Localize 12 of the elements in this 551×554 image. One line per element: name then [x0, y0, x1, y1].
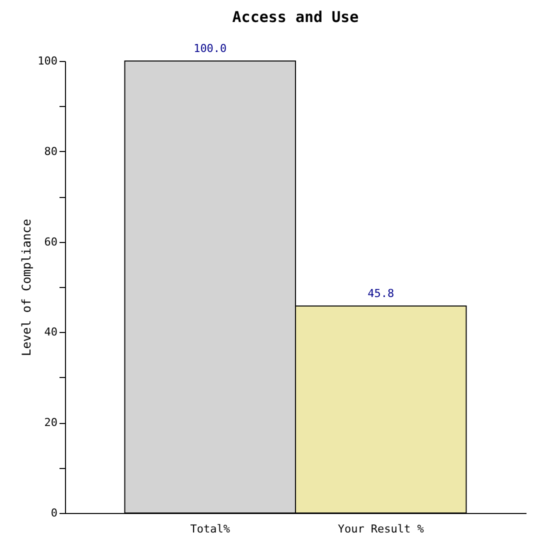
x-tick-label: Your Result % [338, 522, 424, 536]
y-tick-label: 100 [38, 54, 58, 68]
y-tick-label: 60 [44, 235, 58, 248]
data-label: 100.0 [194, 42, 227, 55]
x-tick-label: Total% [190, 522, 230, 536]
chart-title: Access and Use [232, 8, 359, 26]
y-tick-label: 0 [50, 506, 58, 520]
y-tick-label: 20 [44, 416, 58, 430]
y-tick-label: 80 [44, 144, 58, 158]
y-axis-title: Level of Compliance [20, 218, 34, 356]
y-tick-label: 40 [44, 326, 58, 339]
data-label: 45.8 [368, 286, 394, 300]
